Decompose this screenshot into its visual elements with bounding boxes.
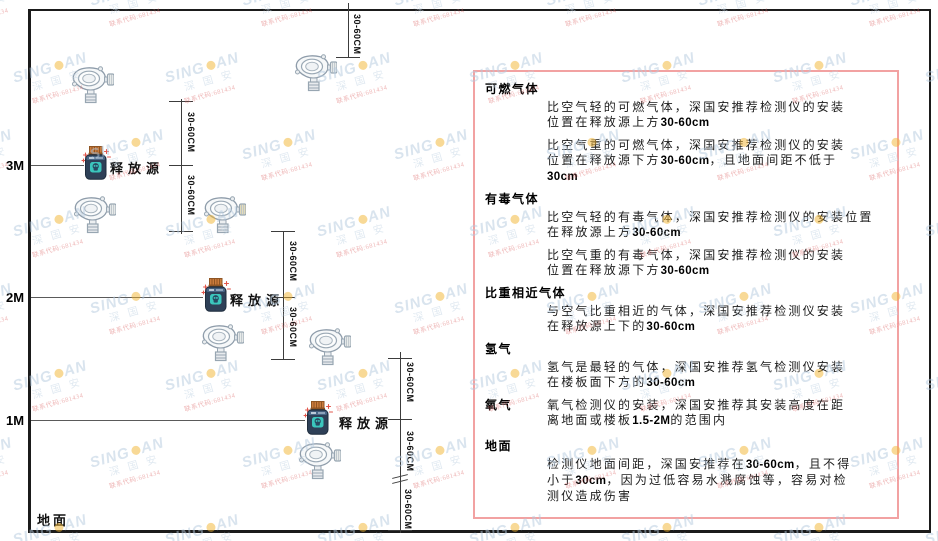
room-frame [28,9,931,533]
section-paragraph: 检测仪地面间距，深国安推荐在30-60cm，且不得 小于30cm，因为过低容易水溅… [547,457,891,504]
watermark-contact-text: 联系代码:681434 [0,7,10,29]
dimension-tick [169,101,193,102]
section-paragraph: 比空气轻的可燃气体，深国安推荐检测仪的安装 位置在释放源上方30-60cm [547,100,891,131]
section-text-line: 位置在释放源上方30-60cm [547,115,710,129]
gas-detector-icon-below-3m [72,196,117,234]
section-text-line: 氢气是最轻的气体，深国安推荐氢气检测仪安装 [547,360,846,374]
section-row: 氧气 氧气检测仪的安装，深国安推荐其安装高度在距 离地面或楼板1.5-2M的范围内 [485,398,891,429]
release-source-icon-2m [201,278,232,314]
dimension-tick [271,231,295,232]
dimension-tick [388,530,412,531]
section-text-line: 位置在释放源下方30-60cm，且地面间距不低于 [547,153,838,167]
section-paragraph: 氢气是最轻的气体，深国安推荐氢气检测仪安装 在楼板面下方的30-60cm [547,360,891,391]
installation-guideline-panel: 可燃气体 比空气轻的可燃气体，深国安推荐检测仪的安装 位置在释放源上方30-60cm… [473,70,899,519]
ground-label: 地面 [37,513,70,528]
section-text-line: 比空气重的可燃气体，深国安推荐检测仪的安装 [547,138,846,152]
section-text-line: 在楼板面下方的30-60cm [547,375,696,389]
section-paragraph: 氧气检测仪的安装，深国安推荐其安装高度在距 离地面或楼板1.5-2M的范围内 [547,398,845,429]
dimension-label: 30-60CM [405,431,415,472]
dimension-tick [271,359,295,360]
dimension-tick [388,419,412,420]
release-source-icon-3m [81,146,112,182]
dimension-tick [169,231,193,232]
dimension-label: 30-60CM [288,241,298,282]
section-paragraph: 比空气轻的有毒气体，深国安推荐检测仪的安装位置 在释放源上方30-60cm [547,210,891,241]
section-text-line: 30cm [547,171,579,183]
watermark-contact-text: 联系代码:681434 [0,469,10,491]
section-text-line: 与空气比重相近的气体，深国安推荐检测仪安装 [547,304,846,318]
release-source-label-1m: 释放源 [339,416,394,431]
section-text-line: 在释放源上方30-60cm [547,225,682,239]
dimension-tick [388,358,412,359]
section-text-line: 位置在释放源下方30-60cm [547,263,710,277]
section-heading: 氧气 [485,398,513,412]
level-line-3m [31,165,84,166]
watermark-cn-text: 深 国 安 [0,453,10,479]
section-heading: 氢气 [485,342,513,356]
section-text-line: 氧气检测仪的安装，深国安推荐其安装高度在距 [547,398,846,412]
section-text-line: 在释放源上下的30-60cm [547,319,696,333]
dimension-label: 30-60CM [352,14,362,55]
watermark-cn-text: 深 国 安 [0,0,18,18]
level-line-1m [31,420,305,421]
dimension-label: 30-60CM [403,489,413,530]
section-heading: 地面 [485,439,513,453]
release-source-icon-1m [303,401,334,437]
gas-detector-icon-ceiling [293,54,338,92]
axis-label-2m: 2M [6,290,25,305]
section-paragraph: 与空气比重相近的气体，深国安推荐检测仪安装 在释放源上下的30-60cm [547,304,891,335]
axis-label-1m: 1M [6,413,25,428]
section-text-line: 比空气轻的可燃气体，深国安推荐检测仪的安装 [547,100,846,114]
axis-label-3m: 3M [6,158,25,173]
dimension-label: 30-60CM [186,175,196,216]
section-text-line: 比空气重的有毒气体，深国安推荐检测仪的安装 [547,248,846,262]
release-source-label-3m: 释放源 [110,161,165,176]
section-text-line: 小于30cm，因为过低容易水溅腐蚀等，容易对检 [547,473,848,487]
dimension-line [283,231,284,360]
section-paragraph: 比空气重的有毒气体，深国安推荐检测仪的安装 位置在释放源下方30-60cm [547,248,891,279]
section-heading: 可燃气体 [485,82,540,96]
gas-detector-icon-above-1m [307,328,352,366]
dimension-line [181,99,182,234]
section-text-line: 离地面或楼板1.5-2M的范围内 [547,413,728,427]
dimension-tick [169,165,193,166]
gas-detector-icon-above-2m [202,196,247,234]
dimension-label: 30-60CM [186,112,196,153]
dimension-line [400,352,401,533]
gas-detector-icon-below-2m [200,324,245,362]
section-paragraph: 比空气重的可燃气体，深国安推荐检测仪的安装 位置在释放源下方30-60cm，且地面… [547,138,891,185]
dimension-label: 30-60CM [405,362,415,403]
section-heading: 有毒气体 [485,192,540,206]
section-heading: 比重相近气体 [485,286,567,300]
dimension-line [348,3,349,58]
dimension-tick [336,57,360,58]
dimension-tick [271,297,295,298]
level-line-2m [31,297,203,298]
section-text-line: 检测仪地面间距，深国安推荐在30-60cm，且不得 [547,457,852,471]
section-text-line: 比空气轻的有毒气体，深国安推荐检测仪的安装位置 [547,210,874,224]
section-text-line: 测仪造成伤害 [547,489,633,503]
release-source-label-2m: 释放源 [230,293,285,308]
gas-detector-icon-above-3m [70,66,115,104]
dimension-label: 30-60CM [288,307,298,348]
watermark-contact-text: 联系代码:681434 [0,315,10,337]
gas-detector-icon-below-1m [297,442,342,480]
